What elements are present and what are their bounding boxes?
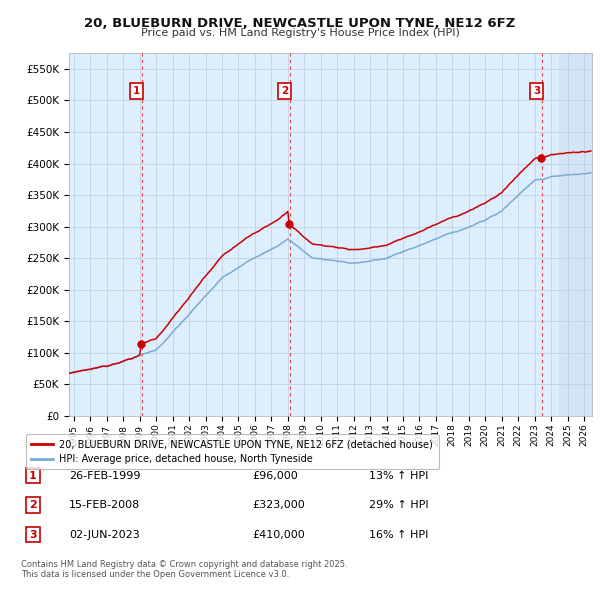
Text: 16% ↑ HPI: 16% ↑ HPI [369, 530, 428, 539]
Text: 2: 2 [281, 86, 289, 96]
Text: 2: 2 [29, 500, 37, 510]
Text: Contains HM Land Registry data © Crown copyright and database right 2025.
This d: Contains HM Land Registry data © Crown c… [21, 560, 347, 579]
Text: 29% ↑ HPI: 29% ↑ HPI [369, 500, 428, 510]
Text: £323,000: £323,000 [252, 500, 305, 510]
Text: 20, BLUEBURN DRIVE, NEWCASTLE UPON TYNE, NE12 6FZ: 20, BLUEBURN DRIVE, NEWCASTLE UPON TYNE,… [85, 17, 515, 30]
Text: £96,000: £96,000 [252, 471, 298, 480]
Text: 02-JUN-2023: 02-JUN-2023 [69, 530, 140, 539]
Text: £410,000: £410,000 [252, 530, 305, 539]
Legend: 20, BLUEBURN DRIVE, NEWCASTLE UPON TYNE, NE12 6FZ (detached house), HPI: Average: 20, BLUEBURN DRIVE, NEWCASTLE UPON TYNE,… [26, 434, 439, 470]
Text: 1: 1 [133, 86, 140, 96]
Bar [559, 53, 592, 416]
Text: 13% ↑ HPI: 13% ↑ HPI [369, 471, 428, 480]
Text: 3: 3 [29, 530, 37, 539]
Text: 15-FEB-2008: 15-FEB-2008 [69, 500, 140, 510]
Text: Price paid vs. HM Land Registry's House Price Index (HPI): Price paid vs. HM Land Registry's House … [140, 28, 460, 38]
Text: 3: 3 [533, 86, 540, 96]
Text: 26-FEB-1999: 26-FEB-1999 [69, 471, 140, 480]
Text: 1: 1 [29, 471, 37, 480]
